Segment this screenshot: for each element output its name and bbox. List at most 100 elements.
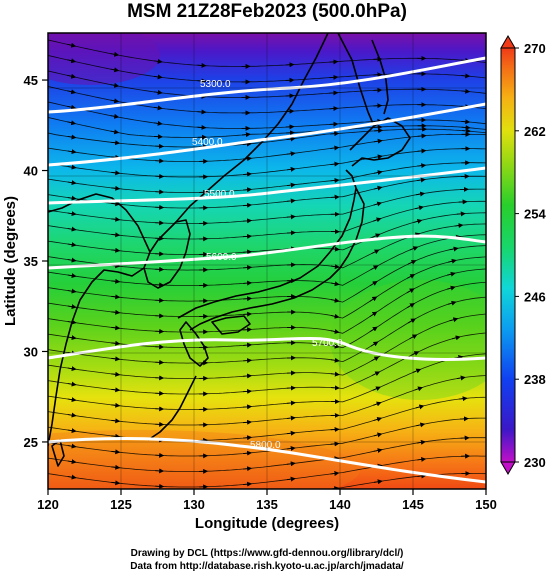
- wind-arrow: [67, 226, 77, 232]
- x-tick-label: 140: [329, 497, 351, 512]
- wind-arrow: [286, 415, 296, 421]
- wind-arrow: [111, 325, 121, 331]
- wind-arrow: [416, 177, 426, 183]
- wind-arrow: [67, 335, 77, 341]
- wind-arrow: [111, 464, 121, 470]
- wind-arrow: [67, 195, 77, 201]
- wind-arrow: [417, 456, 427, 462]
- wind-arrow: [461, 119, 471, 125]
- contour-line-5600: [48, 234, 486, 270]
- wind-arrow: [243, 466, 253, 472]
- wind-arrow: [111, 340, 121, 346]
- wind-arrow: [67, 381, 77, 387]
- wind-arrow: [286, 230, 296, 236]
- wind-arrow: [67, 89, 77, 95]
- wind-arrow: [330, 471, 340, 476]
- wind-arrow: [67, 366, 77, 372]
- x-axis: 120 125 130 135 140 145 150: [37, 489, 497, 512]
- wind-arrow: [110, 82, 120, 88]
- wind-arrow: [110, 129, 120, 135]
- wind-arrow: [411, 351, 420, 356]
- x-tick-label: 125: [110, 497, 132, 512]
- x-tick-label: 130: [183, 497, 205, 512]
- wind-arrow: [329, 90, 339, 96]
- wind-arrow: [286, 136, 296, 142]
- wind-arrow: [111, 387, 121, 393]
- wind-arrow: [373, 432, 383, 438]
- wind-arrow: [371, 371, 381, 376]
- wind-arrow: [456, 211, 466, 217]
- wind-arrow: [373, 138, 383, 144]
- wind-arrow: [415, 205, 424, 211]
- coastline-korea: [143, 219, 191, 289]
- wind-arrow: [67, 58, 77, 64]
- wind-arrow: [286, 214, 296, 220]
- wind-arrow: [461, 124, 471, 130]
- colorbar: 270 262 254 246 238 230: [500, 35, 546, 475]
- wind-arrow: [373, 416, 383, 422]
- contour-line-5500: [48, 166, 486, 205]
- wind-arrow: [330, 145, 340, 151]
- wind-arrow: [415, 404, 425, 410]
- wind-arrow: [417, 148, 427, 154]
- x-tick-label: 150: [475, 497, 497, 512]
- y-tick-label: 30: [24, 344, 38, 359]
- wind-arrow: [408, 260, 417, 265]
- wind-arrow: [372, 233, 381, 239]
- wind-arrow: [454, 223, 464, 229]
- colorbar-tick-label: 238: [524, 372, 546, 387]
- wind-arrow: [369, 311, 378, 317]
- wind-arrow: [373, 479, 383, 485]
- wind-arrow: [67, 242, 77, 248]
- wind-arrow: [67, 149, 77, 155]
- contour-line-5800: [48, 437, 486, 484]
- wind-arrow: [67, 134, 77, 140]
- wind-arrow: [67, 164, 77, 170]
- wind-arrow: [373, 448, 383, 453]
- coastline-hokkaido: [349, 117, 411, 167]
- wind-arrow: [413, 218, 423, 224]
- wind-arrow: [417, 473, 427, 479]
- wind-arrow: [330, 313, 340, 319]
- wind-arrow: [153, 89, 163, 95]
- wind-arrow: [243, 265, 253, 271]
- wind-arrow: [417, 133, 427, 139]
- wind-arrow: [111, 216, 121, 222]
- colorbar-scale: [500, 47, 516, 463]
- wind-arrow: [67, 257, 77, 263]
- wind-arrow: [409, 246, 419, 251]
- wind-arrow: [370, 265, 379, 271]
- wind-arrow: [243, 404, 253, 410]
- wind-arrow: [242, 141, 252, 147]
- wind-arrow: [286, 476, 296, 482]
- contour-labels: 5300.0 5400.0 5500.0 5600.0 5700.0 5800.…: [192, 79, 343, 451]
- wind-arrow: [369, 296, 378, 302]
- wind-arrow: [329, 106, 339, 112]
- streamline: [48, 245, 486, 303]
- wind-arrow: [243, 450, 253, 456]
- wind-arrow: [417, 163, 427, 169]
- plot-area: 5300.0 5400.0 5500.0 5600.0 5700.0 5800.…: [48, 33, 486, 495]
- wind-arrow: [67, 180, 77, 186]
- cold-core: [48, 33, 160, 85]
- y-tick-label: 40: [24, 164, 38, 179]
- colorbar-max-arrow: [500, 35, 516, 49]
- wind-arrow: [110, 67, 120, 73]
- wind-arrow: [456, 375, 466, 381]
- x-axis-label: Longitude (degrees): [195, 515, 339, 532]
- wind-arrow: [111, 418, 121, 424]
- wind-arrow: [369, 281, 378, 287]
- y-tick-label: 35: [24, 254, 38, 269]
- wind-arrow: [153, 58, 163, 64]
- wind-arrow: [449, 246, 459, 252]
- wind-arrow: [111, 170, 121, 176]
- wind-arrow: [111, 309, 121, 315]
- wind-arrow: [286, 151, 296, 157]
- wind-arrow: [287, 494, 295, 495]
- wind-arrow: [110, 51, 120, 57]
- wind-arrow: [370, 326, 378, 332]
- wind-arrow: [243, 481, 253, 487]
- wind-arrow: [110, 113, 120, 119]
- y-axis: 25 30 35 40 45: [24, 73, 48, 450]
- coastlines: [48, 33, 411, 467]
